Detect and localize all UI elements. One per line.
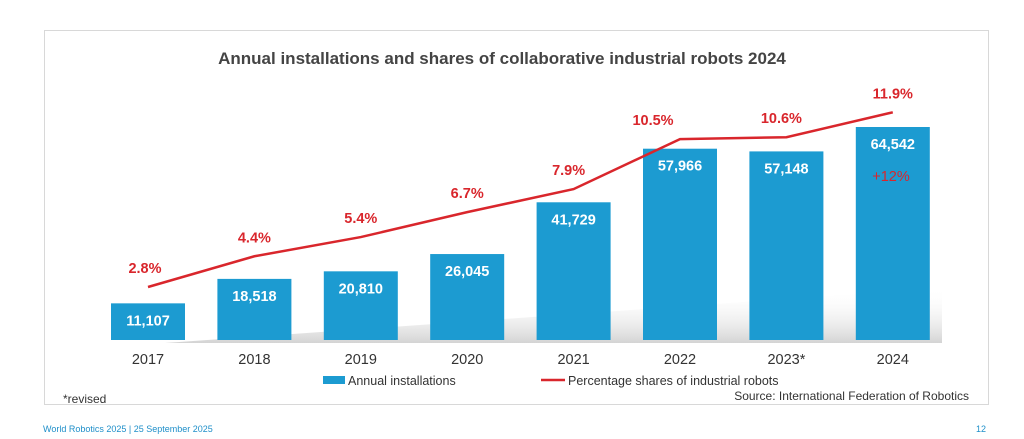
x-tick-label: 2020	[451, 352, 483, 368]
bar-value-label: 26,045	[445, 264, 489, 280]
bar-value-label: 20,810	[339, 281, 383, 297]
bar-2018	[217, 278, 292, 340]
bar-value-label: 11,107	[126, 313, 170, 329]
revised-note: *revised	[63, 392, 106, 404]
footer-left: World Robotics 2025 | 25 September 2025	[43, 424, 213, 434]
bar-2019	[323, 271, 398, 340]
bar-value-label: 41,729	[551, 212, 595, 228]
legend-bar-swatch	[323, 376, 345, 384]
legend-line-label: Percentage shares of industrial robots	[568, 374, 779, 388]
x-tick-label: 2019	[345, 352, 377, 368]
x-tick-label: 2023*	[767, 352, 805, 368]
bar-value-label: 18,518	[232, 289, 276, 305]
x-tick-label: 2021	[557, 352, 589, 368]
bar-2020	[430, 254, 505, 340]
chart-title: Annual installations and shares of colla…	[218, 49, 786, 68]
x-tick-label: 2017	[132, 352, 164, 368]
bar-value-label: 64,542	[871, 137, 915, 153]
x-tick-label: 2018	[238, 352, 270, 368]
bar-2023	[749, 151, 824, 340]
x-tick-label: 2024	[877, 352, 909, 368]
share-value-label: 7.9%	[552, 163, 585, 179]
share-value-label: 5.4%	[344, 211, 377, 227]
bar-2024	[855, 127, 930, 340]
growth-annotation: +12%	[872, 169, 910, 185]
legend-bar-label: Annual installations	[348, 374, 456, 388]
share-value-label: 10.6%	[761, 111, 802, 127]
bar-value-label: 57,966	[658, 159, 702, 175]
x-tick-label: 2022	[664, 352, 696, 368]
bar-2022	[643, 148, 717, 340]
bar-2021	[536, 202, 611, 340]
source-note: Source: International Federation of Robo…	[734, 389, 969, 403]
bar-value-label: 57,148	[764, 161, 808, 177]
chart-panel: Annual installations and shares of colla…	[44, 30, 989, 405]
page-number: 12	[975, 424, 986, 434]
share-value-label: 2.8%	[128, 261, 161, 277]
bar-2017	[111, 303, 185, 340]
share-value-label: 6.7%	[451, 186, 484, 202]
share-value-label: 4.4%	[238, 230, 271, 246]
share-value-label: 10.5%	[632, 113, 673, 129]
share-value-label: 11.9%	[873, 86, 913, 102]
share-line	[147, 111, 894, 289]
chart: Annual installations and shares of colla…	[63, 49, 969, 404]
